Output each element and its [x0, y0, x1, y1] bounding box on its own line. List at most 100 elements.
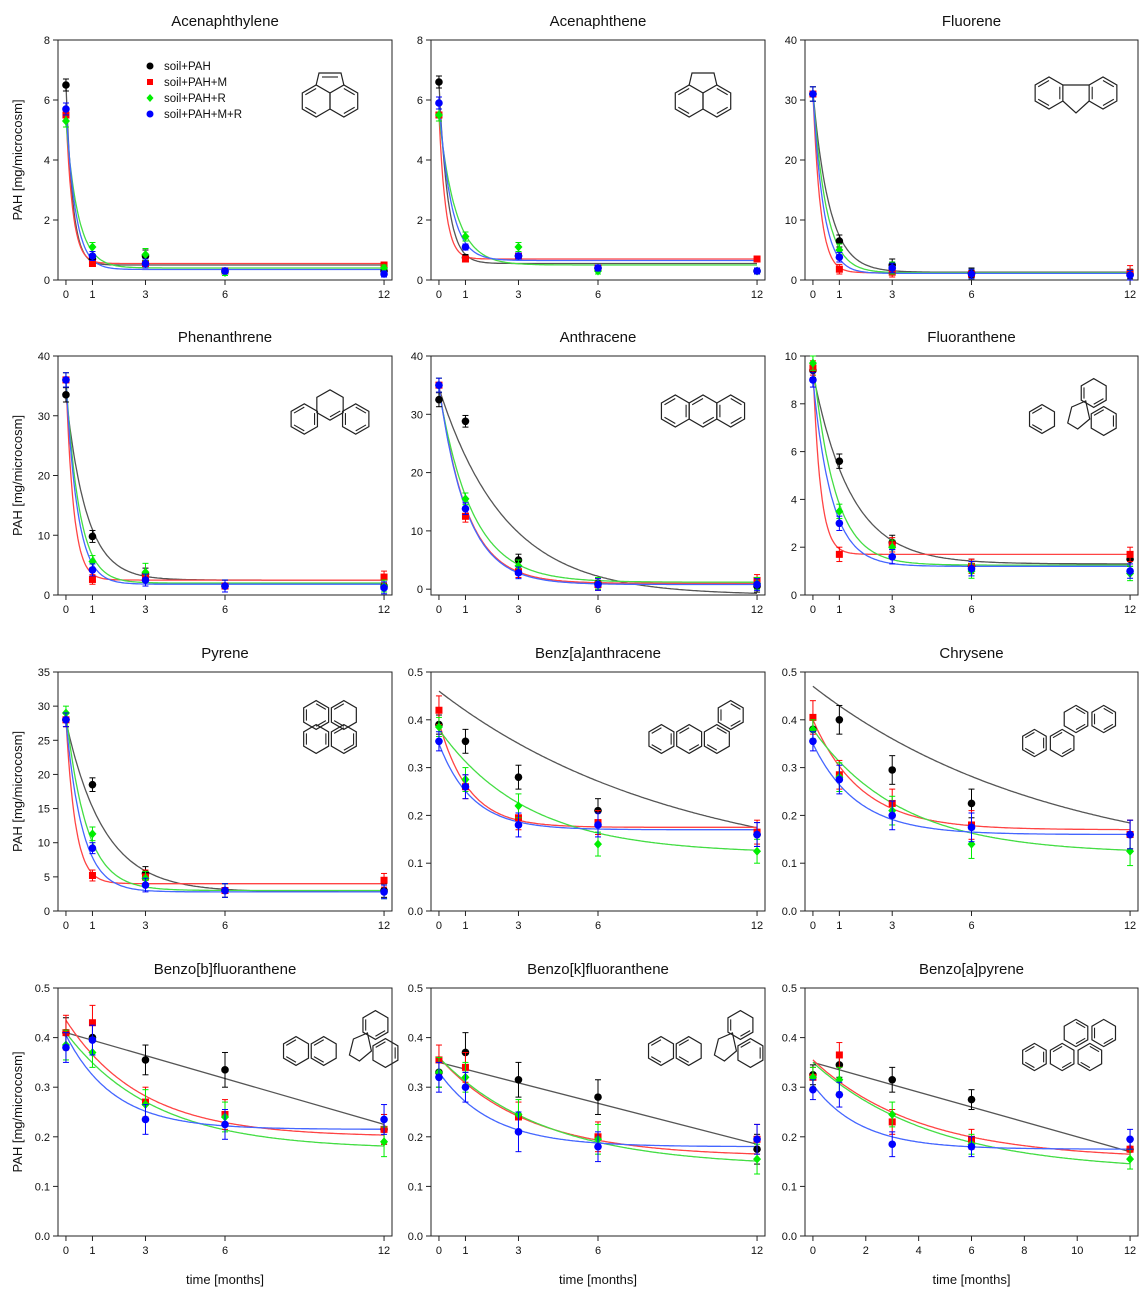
double-bond	[1031, 407, 1043, 414]
y-tick-label: 0.3	[782, 1082, 797, 1094]
fit-curve	[65, 381, 384, 585]
y-tick-label: 10	[411, 526, 423, 538]
double-bond	[333, 703, 345, 710]
x-tick-label: 1	[462, 920, 468, 932]
fit-curve	[438, 389, 757, 583]
legend-label: soil+PAH+M+R	[164, 109, 242, 121]
data-point	[88, 780, 97, 789]
ring	[303, 723, 330, 755]
data-point	[967, 564, 976, 573]
data-point	[88, 252, 97, 260]
y-tick-label: 4	[791, 494, 797, 506]
data-point	[835, 1090, 844, 1099]
data-point	[88, 1019, 96, 1027]
fit-curve	[812, 92, 1131, 274]
data-point	[514, 1075, 523, 1084]
double-bond	[651, 727, 662, 734]
x-tick-label: 12	[751, 920, 763, 932]
ring	[1049, 1042, 1075, 1072]
data-point	[141, 259, 150, 268]
x-tick-label: 6	[222, 920, 228, 932]
ring	[674, 84, 704, 118]
molecule-structure-benzo-b-fluoranthene	[282, 1009, 399, 1069]
y-tick-label: 10	[785, 351, 797, 363]
double-bond	[730, 398, 742, 406]
y-tick-label: 5	[44, 872, 50, 884]
data-point	[62, 81, 70, 89]
molecule-structure-fluorene	[1034, 76, 1118, 114]
fit-curve	[65, 379, 384, 584]
data-point	[835, 253, 844, 261]
molecule-structure-benzo-a-pyrene	[1022, 1018, 1117, 1072]
data-point	[461, 504, 470, 513]
molecule-structure-anthracene	[660, 394, 746, 428]
fit-curve	[65, 721, 384, 893]
x-tick-label: 0	[810, 289, 816, 301]
x-tick-label: 3	[142, 604, 148, 616]
fit-curve	[812, 92, 1131, 274]
data-point	[141, 250, 150, 259]
x-tick-label: 6	[595, 604, 601, 616]
ring	[1090, 405, 1117, 437]
data-point	[1126, 830, 1134, 839]
double-bond	[343, 106, 355, 114]
x-tick-label: 12	[751, 289, 763, 301]
molecule-structure-acenaphthene	[674, 72, 732, 118]
data-point	[62, 376, 70, 384]
chart-title: Pyrene	[201, 645, 249, 662]
y-tick-label: 0.3	[35, 1082, 50, 1094]
data-point	[753, 580, 761, 589]
ring	[676, 723, 703, 755]
data-point	[753, 1154, 762, 1164]
double-bond	[305, 106, 317, 114]
data-point	[1126, 550, 1134, 558]
ring	[1063, 704, 1089, 734]
y-tick-label: 0.1	[782, 858, 797, 870]
double-bond	[315, 703, 327, 710]
data-point	[835, 506, 844, 516]
ring	[282, 1035, 310, 1067]
double-bond	[1075, 1037, 1086, 1045]
molecule-structure-phenanthrene	[290, 389, 370, 435]
ring	[716, 394, 746, 428]
y-tick-label: 0	[44, 590, 50, 602]
chart-title: Benzo[b]fluoranthene	[154, 961, 297, 978]
data-point	[435, 99, 443, 107]
data-point	[380, 876, 388, 884]
data-point	[514, 569, 523, 577]
data-point	[141, 1115, 150, 1124]
data-point	[88, 242, 97, 252]
x-tick-label: 1	[462, 1245, 468, 1257]
y-tick-label: 0.2	[408, 810, 423, 822]
data-point	[1126, 271, 1134, 280]
y-tick-label: 0	[44, 275, 50, 287]
data-point	[461, 782, 470, 791]
fit-curve	[812, 361, 1131, 566]
data-point	[594, 821, 602, 829]
double-bond	[333, 727, 345, 734]
double-bond	[1024, 731, 1035, 739]
x-tick-label: 1	[89, 920, 95, 932]
x-tick-label: 3	[515, 604, 521, 616]
ring	[1022, 1042, 1047, 1072]
fit-curve	[438, 114, 757, 260]
y-tick-label: 8	[791, 399, 797, 411]
double-bond	[678, 106, 690, 114]
ring	[362, 1009, 389, 1041]
double-bond	[1061, 1061, 1072, 1069]
fit-curve	[438, 386, 757, 586]
data-point	[88, 1036, 97, 1044]
data-point	[888, 1109, 897, 1119]
y-tick-label: 0.3	[408, 763, 423, 775]
chart-panel-chrysene: Chrysene 0.0 0.1 0.2 0.3 0.4 0.5 0 1 3 6 12	[782, 645, 1139, 932]
x-tick-label: 12	[1124, 289, 1136, 301]
chart-title: Fluoranthene	[927, 329, 1015, 346]
data-point	[380, 1115, 388, 1124]
data-point	[835, 550, 843, 558]
chart-title: Anthracene	[560, 329, 637, 346]
x-tick-label: 3	[889, 289, 895, 301]
y-tick-label: 0.0	[782, 1231, 797, 1243]
double-bond	[1024, 1061, 1035, 1069]
double-bond	[1024, 1045, 1035, 1053]
